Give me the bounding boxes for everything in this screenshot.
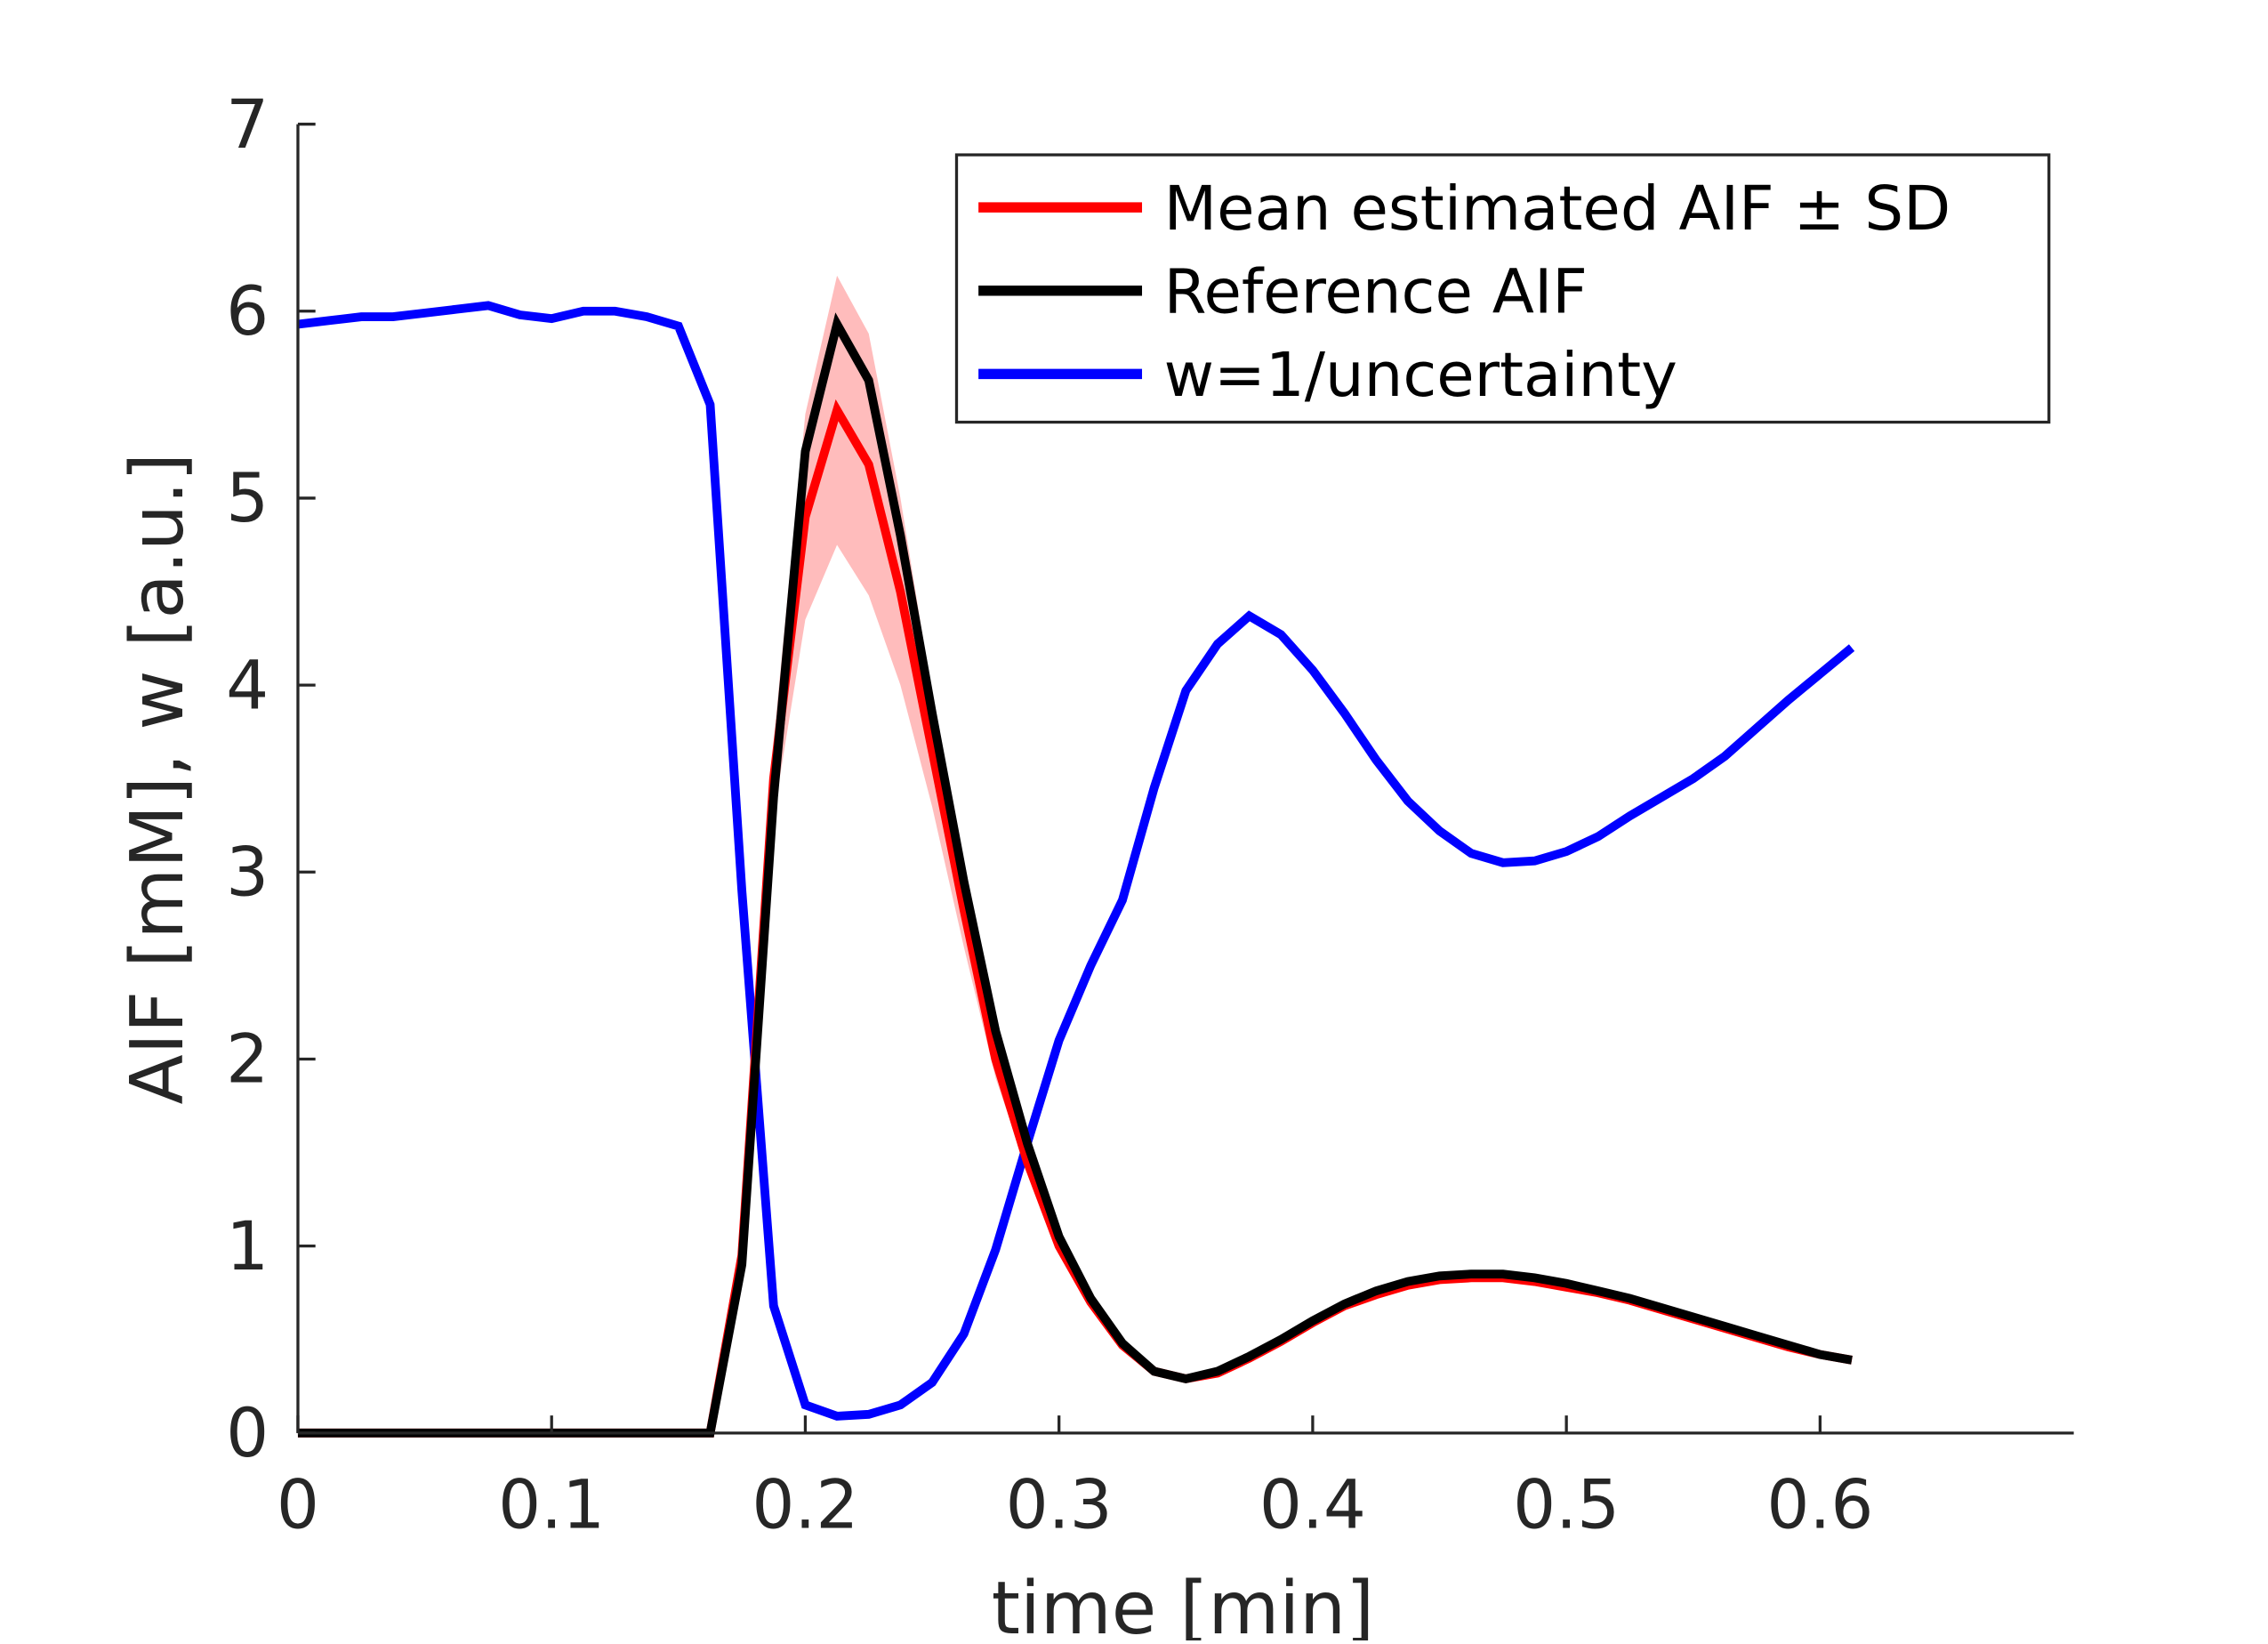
y-tick-label: 2 (226, 1020, 269, 1099)
data-line (297, 301, 1855, 1421)
legend-label: w=1/uncertainty (1164, 340, 1677, 411)
y-tick-label: 6 (226, 272, 269, 351)
y-tick-label: 5 (226, 459, 269, 537)
x-tick-label: 0.4 (1259, 1466, 1366, 1544)
legend-label: Mean estimated AIF ± SD (1164, 173, 1951, 245)
y-tick-label: 3 (226, 834, 269, 912)
y-tick-label: 0 (226, 1394, 269, 1472)
legend-label: Reference AIF (1164, 256, 1588, 327)
y-axis-label: AIF [mM], w [a.u.] (116, 453, 200, 1105)
y-tick-label: 4 (226, 646, 269, 724)
x-tick-label: 0.1 (498, 1466, 605, 1544)
x-tick-label: 0.2 (752, 1466, 858, 1544)
y-tick-label: 1 (226, 1207, 269, 1285)
x-axis-label: time [min] (992, 1567, 1374, 1640)
y-tick-label: 7 (226, 85, 269, 164)
x-tick-label: 0.3 (1006, 1466, 1113, 1544)
x-tick-label: 0.6 (1766, 1466, 1873, 1544)
x-tick-label: 0 (277, 1466, 319, 1544)
x-tick-label: 0.5 (1513, 1466, 1620, 1544)
